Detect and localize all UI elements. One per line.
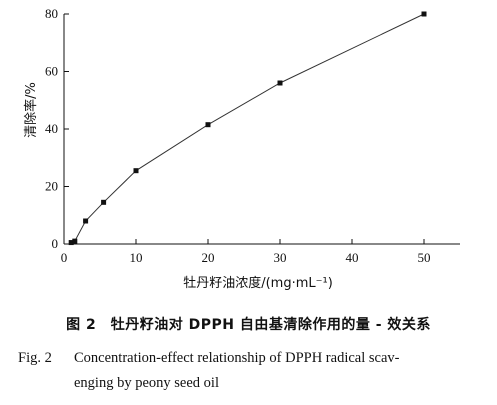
- figure-caption-chinese: 图 2 牡丹籽油对 DPPH 自由基清除作用的量 - 效关系: [66, 317, 431, 333]
- caption-en-line-1: Fig. 2 Concentration-effect relationship …: [18, 346, 488, 371]
- x-tick-label: 0: [61, 250, 68, 265]
- x-tick-label: 30: [274, 250, 287, 265]
- data-point: [68, 240, 74, 246]
- x-tick-label: 10: [130, 250, 143, 265]
- data-point: [205, 122, 211, 128]
- series-line: [71, 13, 425, 244]
- data-series: [68, 11, 427, 246]
- caption-en-text-1: Concentration-effect relationship of DPP…: [74, 350, 400, 366]
- data-point: [72, 238, 78, 244]
- figure-caption-english: Fig. 2 Concentration-effect relationship …: [18, 346, 488, 396]
- x-tick-label: 40: [346, 250, 359, 265]
- x-tick-label: 20: [202, 250, 215, 265]
- chart: 0 20 40 60 80 0 10 20 30 40 50 清除率/% 牡丹籽油浓度/(mg·m…: [23, 6, 460, 291]
- x-axis-title: 牡丹籽油浓度/(mg·mL⁻¹): [183, 275, 333, 291]
- plot-frame: [63, 14, 460, 245]
- data-point: [277, 80, 283, 86]
- y-tick-label: 40: [45, 121, 58, 136]
- data-point: [133, 168, 139, 174]
- x-axis-ticks: 0 10 20 30 40 50: [61, 239, 431, 265]
- y-tick-label: 80: [45, 6, 58, 21]
- caption-en-line-2: enging by peony seed oil: [74, 375, 219, 391]
- y-tick-label: 0: [52, 236, 59, 251]
- y-tick-label: 20: [45, 179, 58, 194]
- y-axis-title: 清除率/%: [23, 82, 39, 138]
- y-tick-label: 60: [45, 64, 58, 79]
- data-point: [421, 11, 427, 17]
- x-tick-label: 50: [418, 250, 431, 265]
- figure-label: Fig. 2: [18, 350, 52, 366]
- data-point: [101, 199, 107, 205]
- y-axis-ticks: 0 20 40 60 80: [45, 6, 69, 251]
- data-point: [83, 218, 89, 224]
